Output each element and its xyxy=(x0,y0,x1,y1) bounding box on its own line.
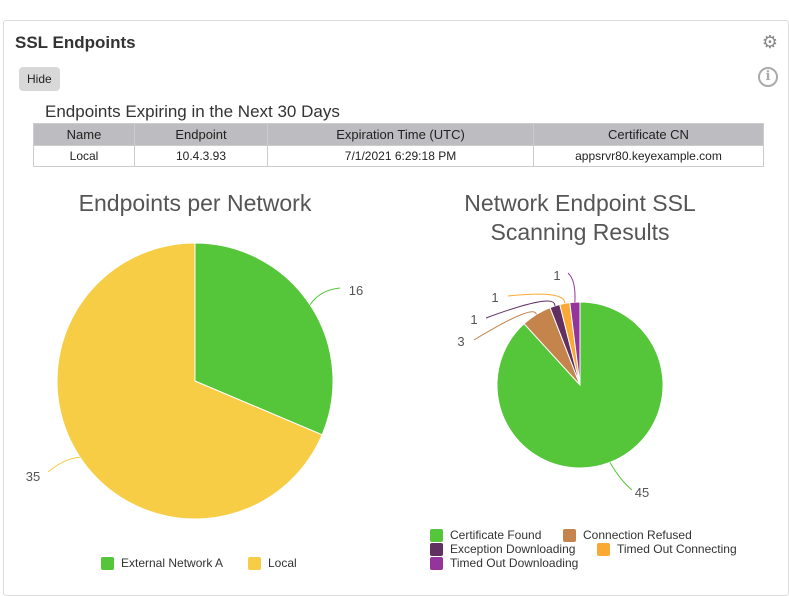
pie-slice[interactable] xyxy=(56,242,323,520)
leader-line xyxy=(567,272,576,303)
leader-line xyxy=(309,287,341,306)
leader-line xyxy=(47,456,80,473)
data-label: 1 xyxy=(553,268,560,283)
data-label: 35 xyxy=(26,469,40,484)
cell-endpoint: 10.4.3.93 xyxy=(134,145,268,167)
leader-line xyxy=(609,462,633,491)
legend-item[interactable]: Connection Refused xyxy=(563,528,692,542)
leader-line xyxy=(485,300,556,319)
hide-button[interactable]: Hide xyxy=(19,67,60,91)
chart-title: Endpoints per Network xyxy=(79,190,312,216)
chart-title-line2: Scanning Results xyxy=(491,219,670,245)
legend-label: Exception Downloading xyxy=(450,542,576,556)
legend-item[interactable]: Exception Downloading xyxy=(430,542,575,556)
leader-line xyxy=(507,293,566,304)
legend-label: Connection Refused xyxy=(583,528,692,542)
cell-certificate-cn: appsrvr80.keyexample.com xyxy=(533,145,764,167)
cell-name: Local xyxy=(33,145,135,167)
gear-icon[interactable]: ⚙ xyxy=(761,32,778,52)
widget-title: SSL Endpoints xyxy=(15,33,136,52)
data-label: 1 xyxy=(491,290,498,305)
table-row: Local 10.4.3.93 7/1/2021 6:29:18 PM apps… xyxy=(33,145,764,167)
legend-item[interactable]: External Network A xyxy=(101,556,223,570)
pie-slice[interactable] xyxy=(194,242,334,436)
legend-label: External Network A xyxy=(121,556,224,570)
data-label: 45 xyxy=(635,485,649,500)
leader-line xyxy=(473,311,537,341)
legend-item[interactable]: Timed Out Connecting xyxy=(597,542,737,556)
cell-expiration: 7/1/2021 6:29:18 PM xyxy=(267,145,534,167)
legend-label: Timed Out Downloading xyxy=(450,556,579,570)
expiring-endpoints-table: Name Endpoint Expiration Time (UTC) Cert… xyxy=(33,123,764,167)
legend-swatch xyxy=(430,528,443,542)
data-label: 16 xyxy=(349,283,363,298)
legend-swatch xyxy=(248,556,261,570)
legend-label: Local xyxy=(268,556,297,570)
data-label: 3 xyxy=(457,334,464,349)
legend-swatch xyxy=(597,542,610,556)
legend-swatch xyxy=(430,556,443,570)
legend-swatch xyxy=(563,528,576,542)
table-title: Endpoints Expiring in the Next 30 Days xyxy=(45,102,340,121)
column-header[interactable]: Expiration Time (UTC) xyxy=(267,123,534,146)
legend-item[interactable]: Local xyxy=(248,556,297,570)
legend-label: Timed Out Connecting xyxy=(617,542,737,556)
legend-swatch xyxy=(101,556,114,570)
chart-title-line1: Network Endpoint SSL xyxy=(464,190,696,216)
info-icon[interactable]: i xyxy=(758,67,778,87)
column-header[interactable]: Certificate CN xyxy=(533,123,764,146)
legend-item[interactable]: Certificate Found xyxy=(430,528,541,542)
legend-swatch xyxy=(430,542,443,556)
legend-item[interactable]: Timed Out Downloading xyxy=(430,556,578,570)
data-label: 1 xyxy=(470,312,477,327)
legend-label: Certificate Found xyxy=(450,528,542,542)
pie-slice[interactable] xyxy=(496,301,664,469)
